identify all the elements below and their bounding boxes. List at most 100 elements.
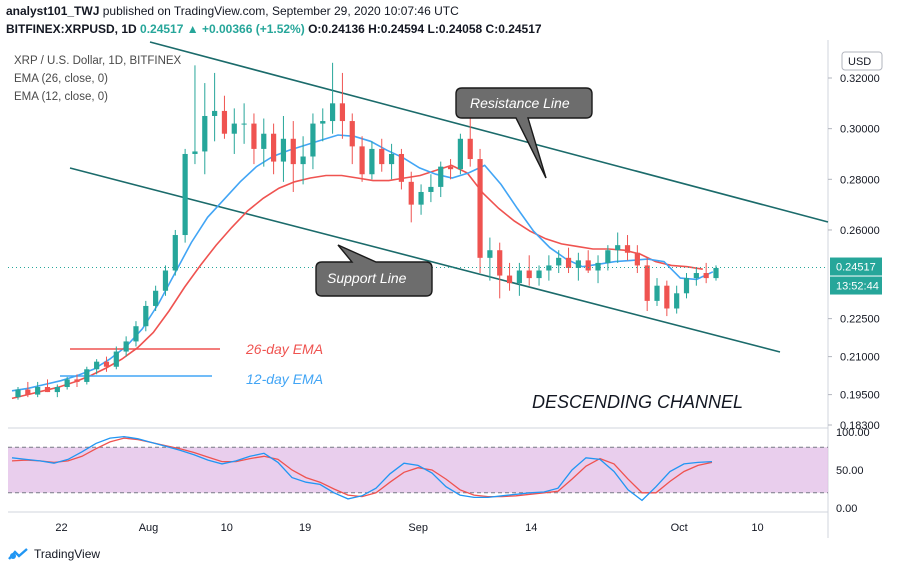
candle-body: [113, 351, 119, 367]
symbol-label: BITFINEX:XRPUSD, 1D: [6, 22, 137, 36]
candle-body: [44, 387, 51, 393]
candle-body: [457, 138, 463, 170]
y-tick-label: 0.18300: [840, 420, 880, 432]
candle-body: [418, 191, 424, 205]
candle-body: [693, 273, 699, 279]
candle-body: [182, 153, 188, 236]
ema26-line: [11, 164, 703, 400]
candle-body: [261, 133, 267, 149]
candle-body: [349, 121, 355, 147]
candle-body: [497, 250, 503, 276]
candle-body: [674, 293, 680, 309]
candle-body: [683, 278, 690, 294]
candle-body: [487, 250, 493, 258]
x-tick-label: 14: [525, 522, 537, 534]
candle-body: [654, 285, 660, 301]
candle-body: [54, 387, 60, 393]
legend-ema12[interactable]: EMA (12, close, 0): [14, 91, 108, 103]
x-tick-label: 10: [751, 522, 763, 534]
candle-body: [221, 110, 228, 134]
x-tick-label: 19: [299, 522, 311, 534]
candle-body: [585, 260, 591, 271]
resistance-label: Resistance Line: [470, 95, 570, 111]
support-callout: [315, 244, 433, 297]
author-name[interactable]: analyst101_TWJ: [6, 4, 100, 18]
legend-ema26[interactable]: EMA (26, close, 0): [14, 73, 108, 85]
candle-body: [644, 265, 650, 301]
candle-body: [15, 389, 21, 398]
stoch-tick-label: 0.00: [836, 503, 857, 515]
x-tick-label: Aug: [139, 522, 159, 534]
candle-body: [212, 110, 218, 116]
y-tick-label: 0.30000: [840, 124, 880, 136]
candle-body: [369, 148, 375, 175]
support-label: Support Line: [327, 270, 407, 286]
y-tick-label: 0.26000: [840, 225, 880, 237]
x-tick-label: Sep: [408, 522, 428, 534]
stoch-band: [8, 447, 828, 493]
currency-badge[interactable]: [841, 51, 883, 71]
candle-body: [565, 257, 572, 268]
candle-body: [339, 103, 346, 122]
candle-body: [438, 166, 444, 187]
stoch-k-line: [11, 435, 713, 502]
candle-body: [251, 123, 257, 149]
candle-body: [74, 379, 80, 382]
candle-body: [428, 186, 434, 192]
candle-body: [605, 250, 611, 263]
y-tick-label: 0.32000: [840, 73, 880, 85]
candle-body: [231, 123, 237, 134]
candle-body: [329, 103, 336, 122]
candle-body: [133, 326, 139, 342]
candle-body: [310, 123, 316, 157]
current-price-label: 0.24517: [836, 262, 876, 274]
candle-body: [192, 151, 198, 154]
footer-brand-label: TradingView: [34, 547, 101, 561]
legend-title: XRP / U.S. Dollar, 1D, BITFINEX: [14, 55, 182, 67]
candle-body: [35, 387, 41, 395]
resistance-callout: [455, 87, 593, 179]
candle-body: [94, 361, 100, 370]
candle-body: [703, 273, 709, 279]
footer-brand[interactable]: TradingView: [8, 547, 100, 561]
price-change: ▲ +0.00366 (+1.52%): [186, 22, 305, 36]
candle-body: [447, 166, 454, 170]
candle-body: [84, 369, 90, 382]
candle-body: [153, 290, 159, 306]
stoch-d-line: [11, 437, 713, 498]
candle-body: [615, 245, 621, 251]
candle-body: [664, 285, 670, 309]
candle-body: [280, 138, 287, 162]
candle-body: [516, 270, 522, 284]
candle-body: [398, 153, 405, 182]
channel-annotation: DESCENDING CHANNEL: [532, 392, 743, 412]
ohlc-values: O:0.24136 H:0.24594 L:0.24058 C:0.24517: [308, 22, 542, 36]
candle-body: [408, 181, 414, 205]
x-tick-label: 10: [221, 522, 233, 534]
stoch-tick-label: 100.00: [836, 427, 870, 439]
candle-body: [379, 148, 385, 165]
candle-body: [536, 270, 542, 279]
candle-body: [359, 146, 365, 175]
candle-body: [713, 267, 719, 279]
y-tick-label: 0.28000: [840, 174, 880, 186]
candle-body: [575, 260, 581, 268]
candle-body: [25, 389, 31, 395]
candle-body: [271, 133, 277, 162]
candle-body: [477, 159, 483, 258]
candle-body: [634, 252, 640, 266]
y-tick-label: 0.21000: [840, 352, 880, 364]
candle-body: [526, 270, 532, 279]
candle-body: [123, 341, 129, 352]
candle-body: [320, 121, 326, 124]
candle-body: [624, 245, 631, 253]
candle-body: [556, 257, 562, 266]
ema26-annotation: 26-day EMA: [245, 341, 323, 357]
y-tick-label: 0.19500: [840, 390, 880, 402]
candle-body: [506, 275, 513, 284]
x-tick-label: 22: [55, 522, 67, 534]
current-price-badge: [830, 257, 882, 276]
x-tick-label: Oct: [671, 522, 688, 534]
last-price: 0.24517: [140, 22, 184, 36]
